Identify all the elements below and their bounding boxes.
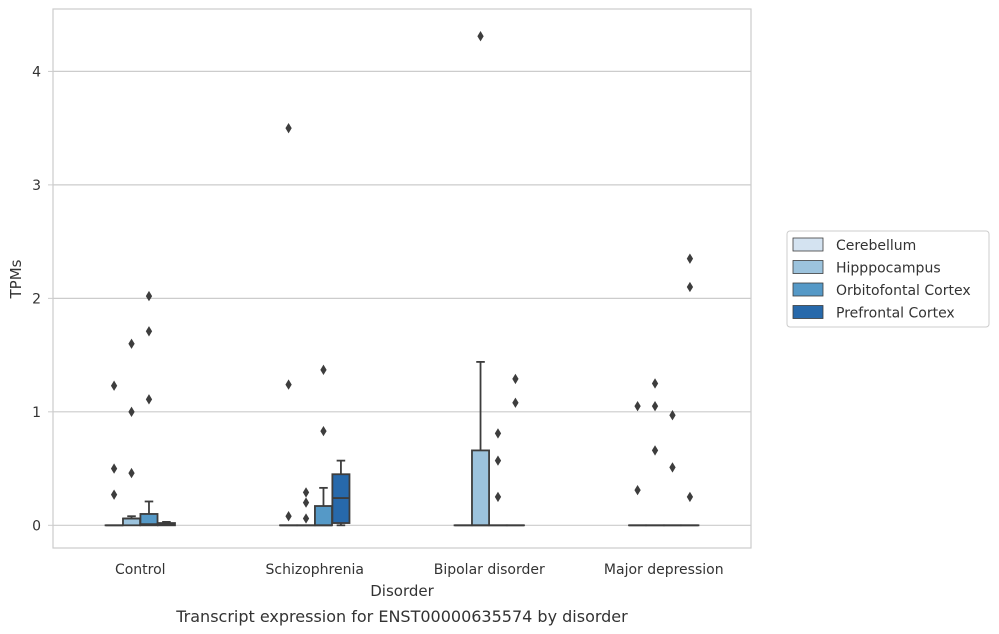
y-axis-label: TPMs [7,259,25,299]
x-tick-label-2: Schizophrenia [266,562,364,578]
y-tick-label-2: 2 [32,291,41,307]
outlier-point [651,378,659,389]
outlier-point [651,400,659,412]
legend-item-4: Prefrontal Cortex [792,305,955,322]
box-4-1 [156,521,176,527]
outlier-point [285,511,292,522]
outlier-point [320,425,327,437]
box-2-4 [645,378,665,527]
legend-label: Cerebellum [836,238,916,254]
outlier-point [512,373,519,385]
plot-area-frame [52,8,752,549]
box-2-1 [122,338,141,527]
legend-frame [786,230,990,328]
box-body [314,505,333,527]
outlier-point [686,491,694,503]
legend-swatch [792,237,824,252]
series-4 [156,253,700,527]
legend: Cerebellum Hipppocampus Orbitofontal Corte… [786,230,990,328]
box-4-3 [505,373,525,527]
legend-label: Orbitofontal Cortex [836,283,971,299]
outlier-point [477,31,484,42]
outlier-point [128,406,135,418]
outlier-point [128,338,135,349]
outlier-point [651,445,659,456]
gridlines [53,70,751,526]
box-2-3 [471,31,490,527]
box-3-2 [314,364,333,527]
legend-label: Hipppocampus [836,261,941,277]
y-tick-label-1: 1 [32,405,41,421]
outlier-point [285,379,292,390]
legend-item-1: Cerebellum [792,237,916,254]
outlier-point [669,410,676,421]
box-3-3 [488,428,508,527]
outlier-point [302,497,310,508]
box-1-2 [279,122,299,527]
outlier-point [634,400,641,412]
outlier-point [512,397,519,408]
outlier-point [686,253,694,264]
x-tick-label-3: Bipolar disorder [434,562,545,578]
outlier-point [320,364,327,376]
outlier-point [494,455,502,466]
x-axis-label: Disorder [370,582,434,600]
series-1 [104,122,648,527]
box-3-1 [139,290,159,527]
box-body [471,449,490,527]
box-1-1 [104,380,124,527]
outlier-point [494,428,502,439]
box-4-2 [331,459,351,527]
chart-caption: Transcript expression for ENST0000063557… [175,607,628,626]
x-tick-label-1: Control [115,562,166,578]
box-1-4 [628,400,648,527]
y-tick-label-0: 0 [32,518,41,534]
outlier-point [145,326,153,337]
legend-item-3: Orbitofontal Cortex [792,282,971,299]
box-4-4 [680,253,700,527]
box-2-2 [296,487,316,527]
outlier-point [145,290,153,302]
legend-swatch [792,260,824,274]
outlier-point [302,487,310,498]
outlier-point [686,281,694,293]
y-tick-label-4: 4 [32,64,41,80]
outlier-point [110,380,118,391]
outlier-point [634,484,641,496]
box-3-4 [663,410,682,527]
outlier-point [110,489,118,500]
series-3 [139,290,682,527]
outlier-point [669,462,676,473]
outlier-point [302,513,310,524]
y-tick-label-3: 3 [32,178,41,194]
box-series [104,31,700,527]
legend-swatch [792,305,824,319]
outlier-point [494,491,502,503]
x-tick-label-4: Major depression [604,562,724,578]
series-2 [122,31,665,527]
legend-item-2: Hipppocampus [792,260,941,277]
outlier-point [285,122,292,134]
outlier-point [110,463,118,474]
x-axis-ticks: Control Schizophrenia Bipolar disorder Majo… [115,562,724,578]
outlier-point [145,394,153,405]
legend-label: Prefrontal Cortex [836,306,955,322]
legend-swatch [792,282,824,297]
y-axis-ticks: 0 1 2 3 4 [32,64,53,534]
outlier-point [128,467,135,479]
box-body [122,517,141,527]
box-body [139,513,159,527]
